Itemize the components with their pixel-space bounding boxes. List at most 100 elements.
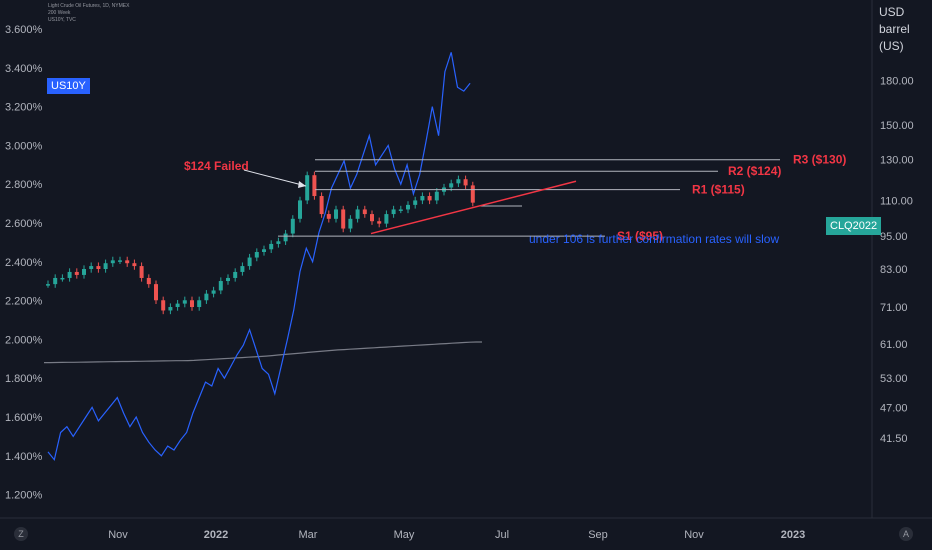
candle-body bbox=[305, 175, 310, 201]
candle-body bbox=[456, 179, 461, 184]
right-axis-tick: 110.00 bbox=[880, 195, 913, 207]
x-axis-tick: 2022 bbox=[204, 529, 228, 541]
right-axis-tick: 61.00 bbox=[880, 339, 908, 351]
candle-body bbox=[413, 200, 418, 205]
candle-body bbox=[319, 196, 324, 215]
candle-body bbox=[262, 249, 266, 253]
candle-body bbox=[434, 191, 439, 201]
failed-124-annotation: $124 Failed bbox=[184, 159, 249, 173]
legend-line-ma: 200 Week bbox=[48, 10, 71, 16]
candle-body bbox=[218, 281, 223, 291]
ma-200-week-line bbox=[44, 341, 482, 364]
r1-level-label: R1 ($115) bbox=[692, 183, 745, 197]
candle-body bbox=[161, 300, 166, 311]
candle-body bbox=[190, 300, 194, 308]
candle-body bbox=[420, 196, 425, 201]
candle-body bbox=[82, 268, 86, 275]
candle-body bbox=[103, 263, 108, 269]
rising-trendline bbox=[370, 180, 577, 235]
candle-body bbox=[60, 277, 65, 280]
candle-body bbox=[463, 179, 468, 186]
left-axis-tick: 2.800% bbox=[5, 179, 43, 191]
us10y-line bbox=[47, 52, 471, 462]
candle-body bbox=[326, 214, 331, 219]
chart-legend: Light Crude Oil Futures, 1D, NYMEX 200 W… bbox=[48, 3, 129, 24]
candle-body bbox=[391, 209, 396, 215]
x-axis-tick: Sep bbox=[588, 529, 608, 541]
candle-body bbox=[110, 260, 115, 264]
candle-body bbox=[449, 183, 454, 188]
zoom-reset-button[interactable]: Z bbox=[14, 527, 28, 541]
candle-body bbox=[233, 271, 238, 278]
x-axis-tick: Jul bbox=[495, 529, 509, 541]
candle-body bbox=[334, 209, 338, 219]
candle-body bbox=[427, 196, 432, 201]
left-axis-tick: 2.400% bbox=[5, 257, 43, 269]
x-axis-tick: 2023 bbox=[781, 529, 805, 541]
right-axis-panel bbox=[872, 0, 932, 518]
candle-body bbox=[362, 209, 367, 215]
candle-body bbox=[370, 214, 374, 222]
right-axis-tick: 130.00 bbox=[880, 155, 914, 167]
right-axis-tick: 47.00 bbox=[880, 402, 908, 414]
right-axis-tick: 83.00 bbox=[880, 264, 908, 276]
us10y-series-badge[interactable]: US10Y bbox=[47, 78, 90, 94]
left-axis-tick: 2.600% bbox=[5, 218, 43, 230]
right-axis-tick: 41.50 bbox=[880, 433, 908, 445]
candle-body bbox=[139, 266, 144, 278]
candle-body bbox=[247, 257, 252, 267]
candle-body bbox=[46, 284, 50, 286]
right-axis-tick: 53.00 bbox=[880, 373, 908, 385]
left-axis-tick: 1.800% bbox=[5, 373, 43, 385]
candle-body bbox=[406, 204, 410, 210]
rates-annotation: under 106 is further confirmation rates … bbox=[529, 232, 779, 246]
candle-body bbox=[125, 260, 130, 264]
candle-body bbox=[283, 233, 288, 242]
candle-body bbox=[67, 271, 72, 278]
candle-body bbox=[182, 300, 187, 304]
r3-level-label: R3 ($130) bbox=[793, 153, 846, 167]
candle-body bbox=[197, 300, 202, 308]
left-axis-tick: 3.200% bbox=[5, 102, 43, 114]
candle-body bbox=[269, 243, 274, 250]
x-axis-tick: Nov bbox=[108, 529, 128, 541]
left-axis-tick: 1.400% bbox=[5, 451, 43, 463]
left-axis-tick: 3.400% bbox=[5, 63, 43, 75]
x-axis-tick: Nov bbox=[684, 529, 704, 541]
candle-body bbox=[377, 221, 382, 224]
left-axis-tick: 2.200% bbox=[5, 296, 43, 308]
candle-body bbox=[254, 252, 259, 258]
left-axis-tick: 3.600% bbox=[5, 24, 43, 36]
auto-scale-button[interactable]: A bbox=[899, 527, 913, 541]
candle-body bbox=[312, 175, 317, 197]
right-axis-tick: 95.00 bbox=[880, 231, 908, 243]
candle-body bbox=[53, 277, 58, 285]
candle-body bbox=[276, 241, 281, 244]
candle-body bbox=[211, 290, 216, 294]
price-unit-label: USD barrel (US) bbox=[879, 5, 910, 53]
candle-body bbox=[384, 214, 389, 224]
x-axis-tick: May bbox=[394, 529, 415, 541]
s1-level-label: S1 ($95) bbox=[617, 229, 663, 243]
candle-body bbox=[204, 293, 209, 301]
candle-body bbox=[96, 266, 101, 269]
candle-body bbox=[470, 185, 475, 203]
legend-line-symbol: Light Crude Oil Futures, 1D, NYMEX bbox=[48, 3, 130, 9]
right-axis-tick: 180.00 bbox=[880, 76, 914, 88]
r2-level-label: R2 ($124) bbox=[728, 164, 781, 178]
left-axis-tick: 2.000% bbox=[5, 334, 43, 346]
clq2022-price-badge[interactable]: CLQ2022 bbox=[826, 217, 882, 235]
candle-body bbox=[74, 271, 79, 275]
right-axis-tick: 150.00 bbox=[880, 120, 914, 132]
candle-body bbox=[146, 277, 151, 285]
x-axis-tick: Mar bbox=[299, 529, 318, 541]
candle-body bbox=[298, 200, 302, 219]
candle-body bbox=[341, 209, 346, 229]
annotation-arrow-line bbox=[243, 169, 307, 187]
legend-line-overlay: US10Y, TVC bbox=[48, 17, 76, 23]
candle-body bbox=[398, 209, 403, 211]
candle-body bbox=[168, 307, 173, 311]
left-axis-tick: 1.200% bbox=[5, 490, 43, 502]
annotation-arrow-head bbox=[298, 181, 306, 188]
